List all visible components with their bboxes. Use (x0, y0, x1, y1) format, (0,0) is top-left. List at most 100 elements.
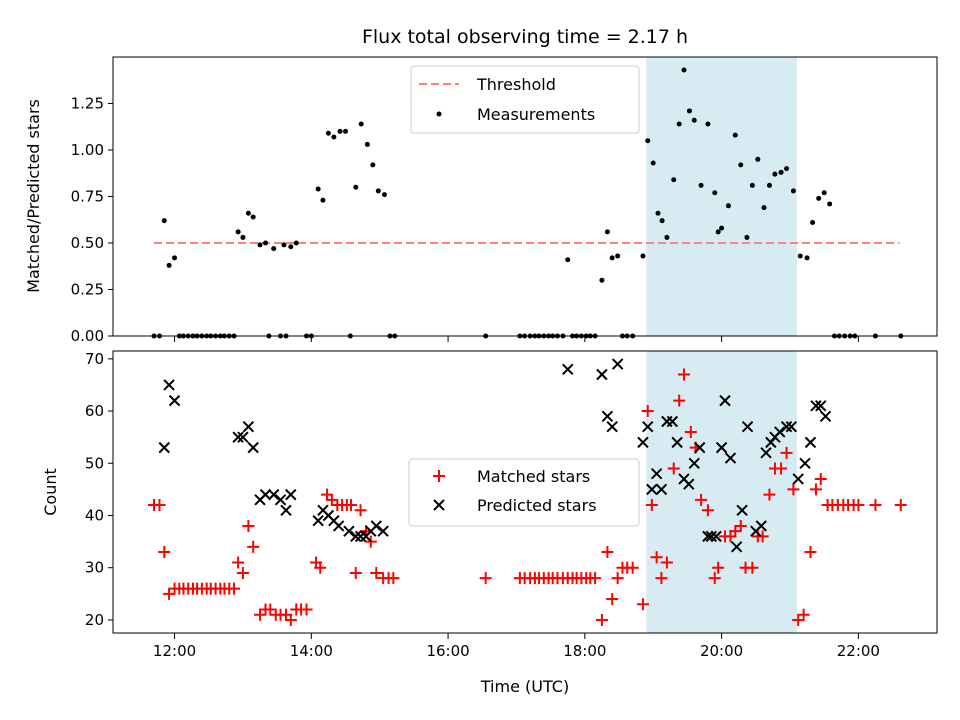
measurement-point (755, 156, 761, 162)
bottom-y-axis-label: Count (41, 468, 60, 516)
matched-star-point (264, 603, 277, 616)
predicted-star-point (637, 436, 649, 449)
measurement-point (271, 246, 277, 252)
predicted-star-point (666, 415, 679, 428)
matched-star-point (242, 519, 255, 532)
top-plot-frame (112, 56, 938, 337)
measurement-point (725, 203, 731, 209)
y-tick-label: 30 (85, 559, 104, 577)
matched-star-point (158, 546, 171, 559)
matched-star-point (325, 493, 338, 506)
legend-predicted-label: Predicted stars (477, 496, 597, 515)
measurement-point (664, 234, 670, 240)
matched-star-point (797, 608, 810, 621)
predicted-star-point (377, 525, 389, 537)
predicted-star-point (267, 488, 280, 501)
bottom-legend-box (408, 458, 640, 527)
measurement-point (364, 141, 370, 147)
matched-star-point (284, 613, 297, 626)
predicted-star-point (168, 394, 181, 407)
predicted-star-point (694, 441, 706, 454)
matched-star-point (606, 593, 619, 606)
matched-star-point (636, 598, 649, 611)
matched-star-point (787, 483, 800, 496)
legend-threshold-label: Threshold (476, 75, 556, 94)
legend-predicted-swatch (433, 499, 445, 511)
predicted-star-point (760, 447, 772, 459)
predicted-stars-series (158, 358, 832, 553)
matched-star-point (314, 561, 327, 574)
bottom-plot-frame (112, 350, 938, 634)
measurement-point (640, 253, 646, 259)
predicted-star-point (683, 478, 695, 490)
legend-matched-label: Matched stars (477, 467, 590, 486)
measurement-point (778, 169, 784, 175)
measurement-point (659, 218, 665, 224)
measurement-point (370, 162, 376, 168)
measurement-point (381, 192, 387, 198)
measurement-point (804, 255, 810, 261)
measurement-point (712, 190, 718, 196)
measurement-point (766, 182, 772, 188)
matched-star-point (601, 546, 614, 559)
bottom-axis-ticks: 20 30 40 50 60 70 12:00 14:00 16:00 18:00 20:00 22:… (85, 350, 880, 660)
legend-measurements-swatch (436, 111, 442, 117)
bottom-chart: 20 30 40 50 60 70 12:00 14:00 16:00 18:00 20:00 22:… (41, 350, 938, 696)
top-y-axis-label: Matched/Predicted stars (24, 99, 43, 293)
matched-star-point (677, 368, 690, 381)
predicted-star-point (247, 441, 259, 454)
measurement-point (293, 240, 299, 246)
matched-star-point (153, 499, 166, 512)
predicted-star-point (799, 457, 811, 469)
matched-star-point (804, 546, 817, 559)
matched-star-point (695, 493, 708, 506)
predicted-star-point (810, 400, 822, 412)
measurement-point (671, 177, 677, 183)
matched-star-point (370, 566, 383, 579)
measurement-point (715, 229, 721, 235)
matched-star-point (814, 472, 827, 485)
x-tick-label: 12:00 (153, 642, 196, 660)
measurement-point (245, 210, 251, 216)
bottom-legend: Matched stars Predicted stars (408, 458, 640, 527)
matched-star-point (247, 540, 260, 553)
matched-star-point (701, 504, 714, 517)
measurement-point (749, 182, 755, 188)
measurement-point (342, 128, 348, 134)
predicted-star-point (332, 520, 345, 532)
predicted-star-point (804, 436, 817, 449)
top-axis-ticks: 0.00 0.25 0.50 0.75 1.00 1.25 (71, 95, 859, 345)
y-tick-label: 0.25 (71, 281, 104, 299)
predicted-star-point (650, 468, 663, 480)
matched-star-point (729, 525, 742, 538)
matched-star-point (780, 446, 793, 459)
measurement-point (761, 205, 767, 211)
predicted-star-point (601, 410, 614, 422)
measurement-point (257, 242, 263, 248)
predicted-star-point (774, 426, 786, 438)
matched-star-point (354, 504, 367, 517)
matched-star-point (684, 425, 697, 438)
measurement-point (375, 188, 381, 194)
matched-star-point (894, 499, 907, 512)
measurement-point (358, 121, 364, 127)
predicted-star-point (724, 452, 737, 464)
top-shaded-region (646, 57, 797, 336)
predicted-star-point (642, 421, 654, 433)
matched-star-point (756, 530, 769, 543)
matched-star-point (232, 556, 245, 569)
measurement-point (599, 277, 605, 283)
matched-star-point (775, 462, 788, 475)
predicted-star-point (611, 358, 624, 370)
predicted-star-point (730, 541, 743, 553)
matched-star-point (228, 582, 241, 595)
predicted-star-point (596, 368, 608, 381)
predicted-star-point (242, 421, 255, 433)
matched-star-point (641, 405, 654, 418)
predicted-star-point (715, 441, 728, 454)
y-tick-label: 20 (85, 611, 104, 629)
matched-star-point (712, 561, 725, 574)
matched-star-point (746, 561, 759, 574)
matched-star-point (626, 561, 639, 574)
predicted-star-point (274, 494, 287, 506)
